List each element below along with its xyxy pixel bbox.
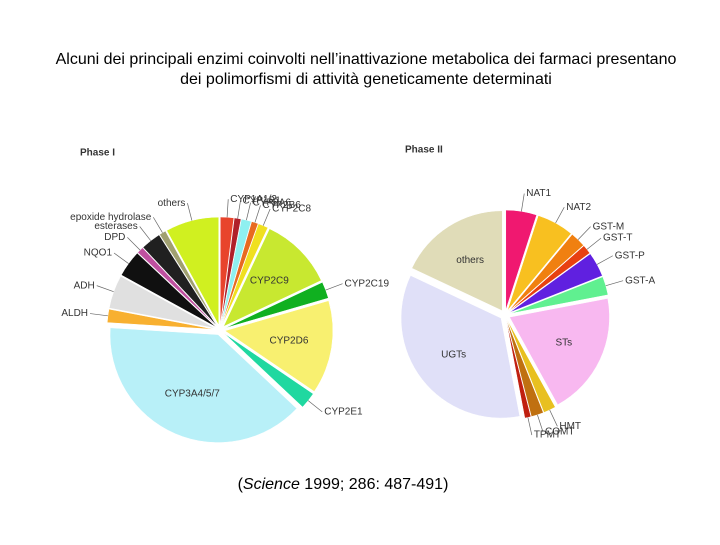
pie-slice [509,298,610,406]
leader-line [549,409,558,427]
pie-slice [120,252,217,328]
slice-label: GST-T [603,233,632,244]
slice-label: TPMT [534,430,561,441]
leader-line [89,313,108,317]
pie-slice [400,275,521,419]
leader-line [226,199,229,218]
slide-title-line: Alcuni dei principali enzimi coinvolti n… [56,51,677,68]
leader-line [262,208,271,226]
slice-label: CYP2C9 [250,275,289,286]
slice-label: NAT2 [566,202,591,213]
pie-slice [106,308,216,330]
slice-label: CYP3A4/5/7 [165,389,220,400]
leader-line [596,255,613,265]
pie-slice [505,209,537,311]
pie-slice [505,319,532,419]
slice-label: CYP2C19 [345,278,390,289]
leader-line [555,207,565,224]
leader-line [246,202,251,221]
leader-line [521,193,525,212]
source-part: 1999; 286: 487-491) [300,476,449,493]
source-journal: Science [243,476,300,493]
slice-label: esterases [94,221,137,232]
slice-label: others [456,255,484,266]
slice-label: COMT [545,427,574,438]
pie-slice [142,234,218,327]
slice-label: GST-A [625,275,655,286]
slice-label: CYP2D6 [269,336,308,347]
leader-line [586,237,602,250]
leader-line [96,285,114,293]
source-citation: (Science 1999; 286: 487-491) [238,476,449,493]
pie-slice [109,327,298,443]
leader-line [325,283,343,291]
leader-line [113,252,129,264]
slice-label: CYP2C8 [272,204,311,215]
leader-line [527,417,533,436]
slice-label: others [158,198,186,209]
pie-slice [221,221,259,326]
chart-title: Phase I [80,148,115,159]
slice-label: ADH [74,280,95,291]
slice-label: STs [555,337,572,348]
pie-slice [509,253,603,313]
leader-line [605,280,624,287]
slice-label: DPD [104,232,125,243]
pie-slice [223,228,322,327]
chart-title: Phase II [405,145,443,156]
slice-label: NQO1 [84,248,113,259]
slice-label: ALDH [61,308,88,319]
slice-label: CYP1B1 [242,195,281,206]
slice-label: GST-P [615,250,645,261]
slice-label: HMT [559,421,581,432]
leader-line [153,217,163,233]
pie-slice [166,216,220,326]
leader-line [139,226,152,241]
leader-line [537,414,544,433]
pie-slice [220,217,242,326]
slice-label: CYP2B6 [262,200,301,211]
leader-line [237,200,241,219]
pie-slice [507,215,572,311]
pie-slice [509,276,609,314]
pie-slice [508,245,591,313]
leader-line [577,226,591,240]
slice-label: UGTs [441,349,466,360]
source-part: ( [238,476,244,493]
leader-line [254,205,261,223]
slice-label: GST-M [593,221,625,232]
leader-line [127,237,141,251]
leader-line [187,203,193,221]
pie-slice [224,300,334,392]
slice-label: CYP1A1/2 [230,194,277,205]
slide-title-line: dei polimorfismi di attività geneticamen… [180,71,552,88]
slice-label: CYP2A6 [253,197,292,208]
slice-label: NAT1 [526,188,551,199]
slice-label: epoxide hydrolase [70,212,152,223]
pie-slice [223,332,314,408]
leader-line [307,400,323,413]
pie-slice [411,210,503,312]
slice-label: CYP2E1 [324,407,363,418]
